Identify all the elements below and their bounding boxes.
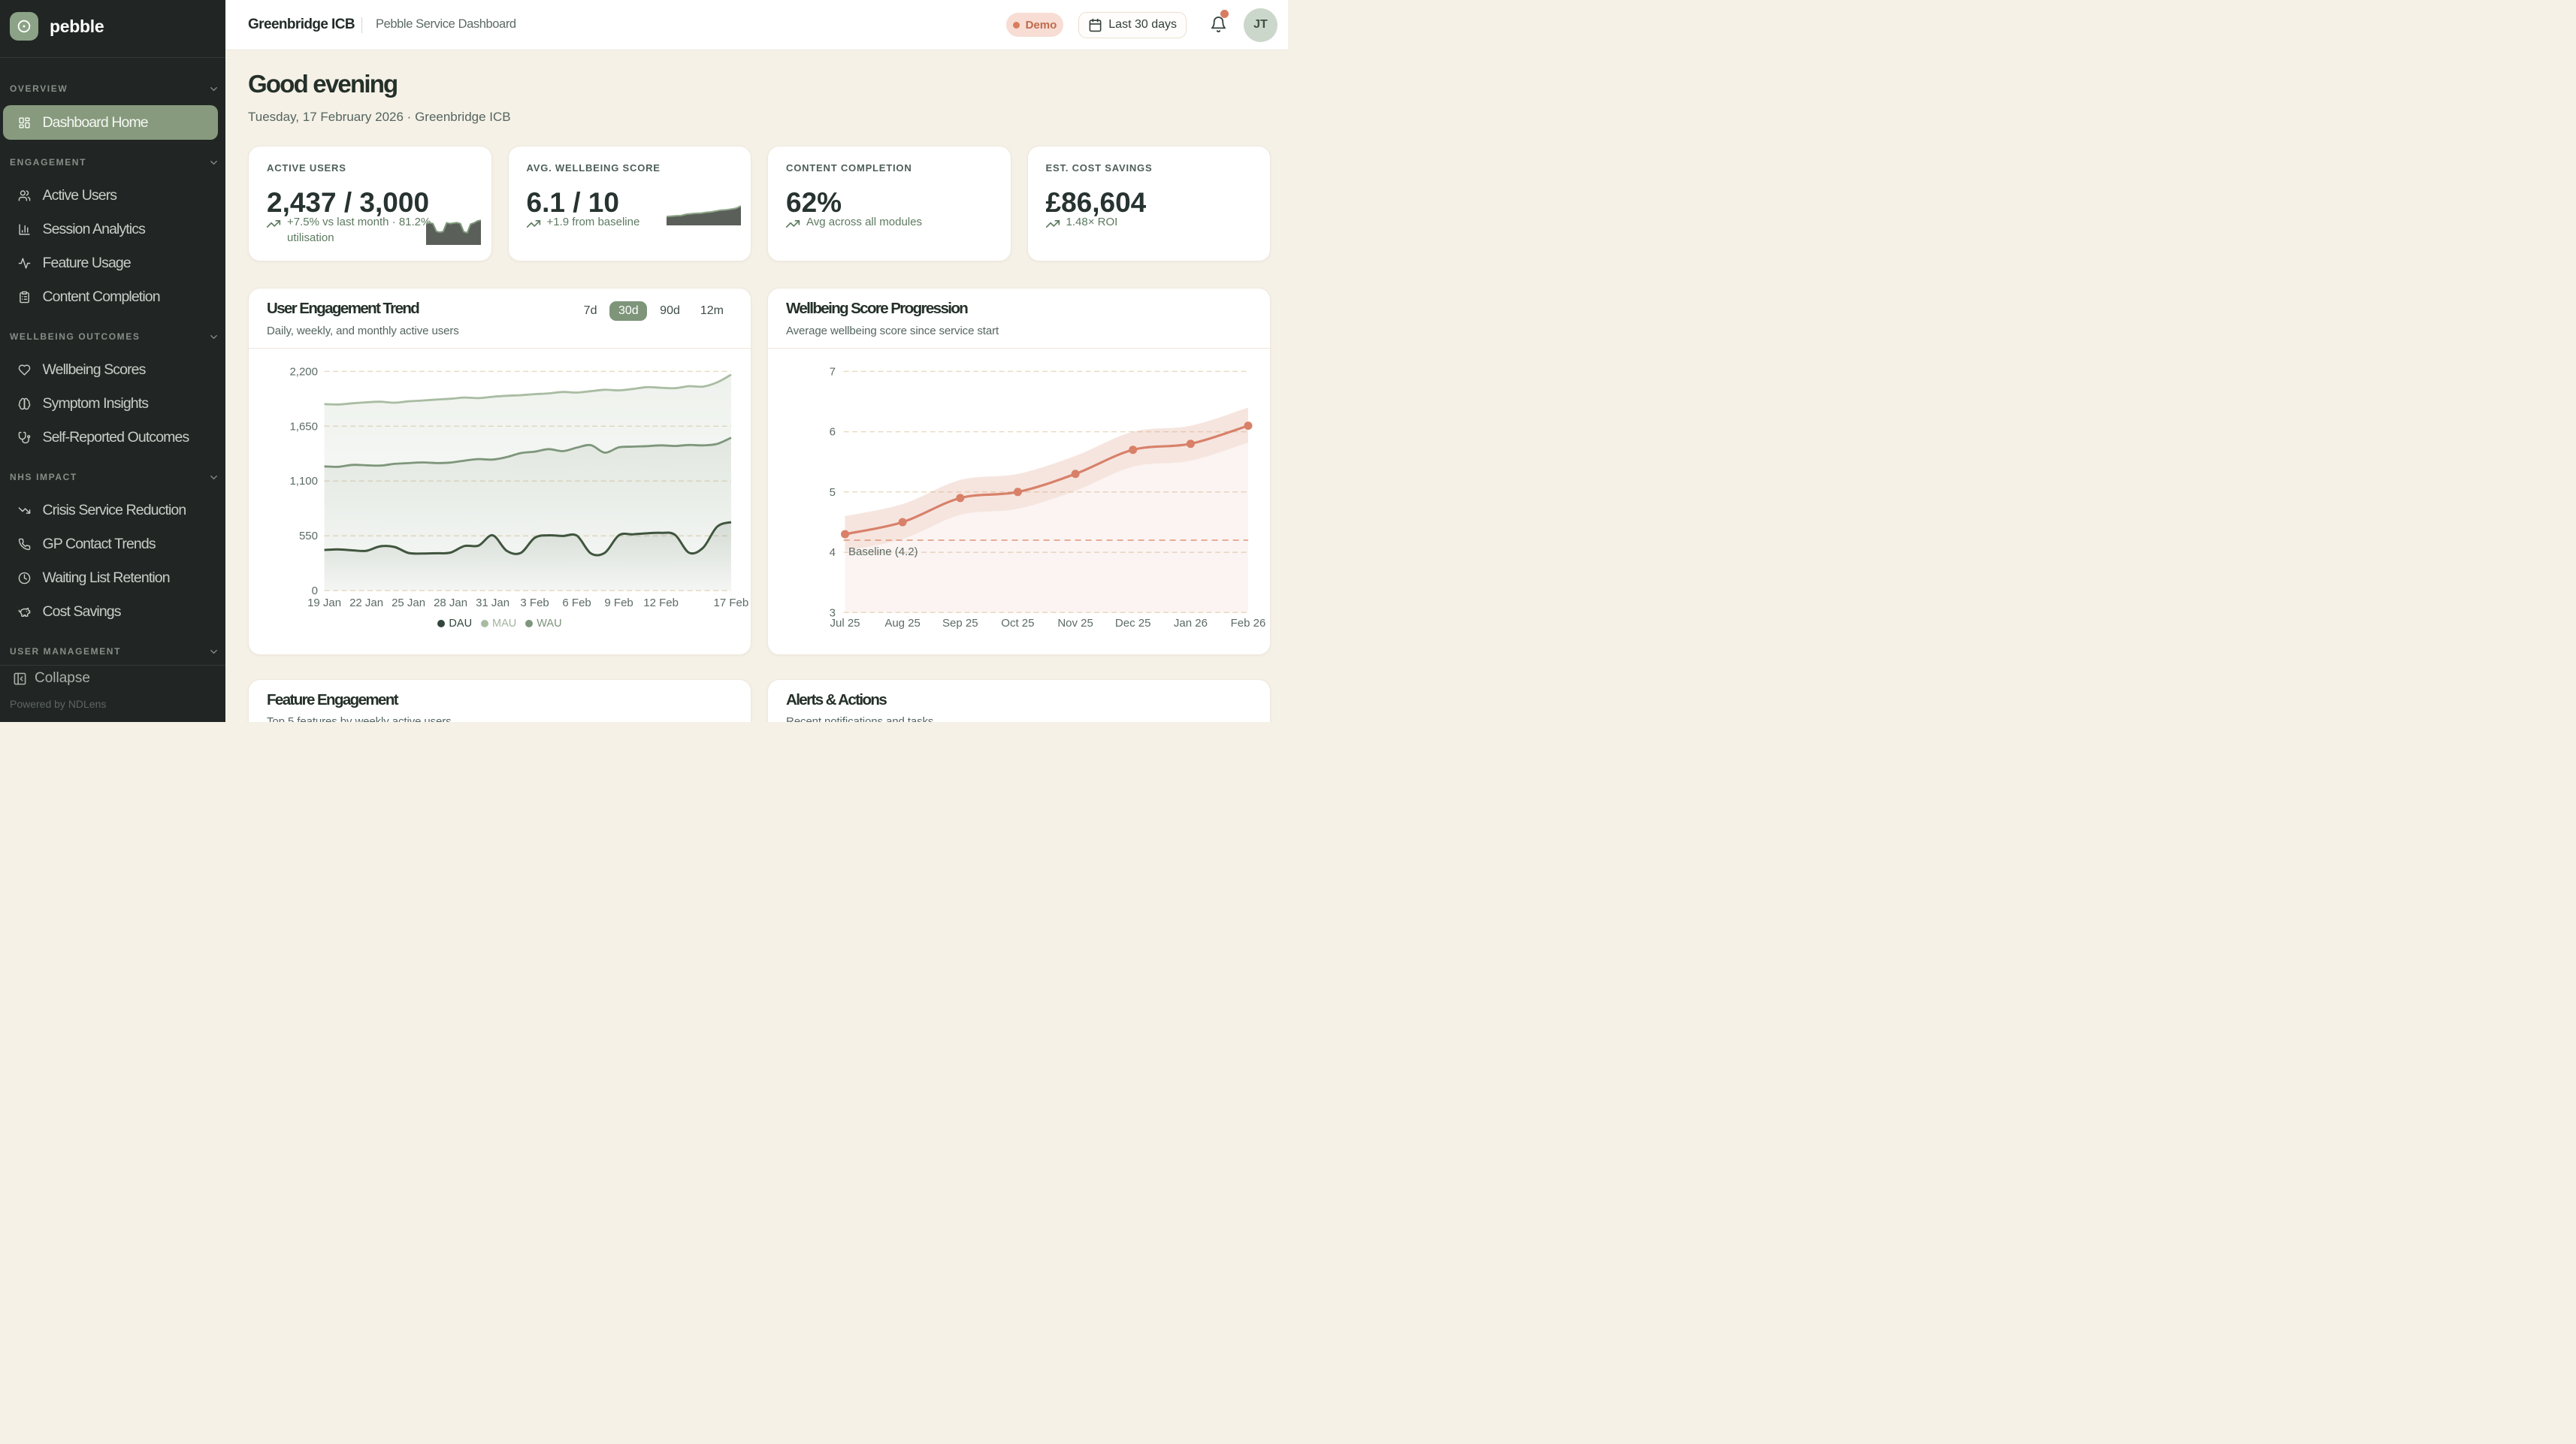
svg-text:19 Jan: 19 Jan [307, 597, 341, 609]
svg-text:3: 3 [830, 606, 836, 619]
svg-text:Jan 26: Jan 26 [1174, 617, 1208, 630]
svg-text:1,650: 1,650 [289, 420, 318, 433]
svg-text:Aug 25: Aug 25 [884, 617, 921, 630]
svg-text:Nov 25: Nov 25 [1057, 617, 1093, 630]
svg-text:12 Feb: 12 Feb [643, 597, 679, 609]
svg-text:Sep 25: Sep 25 [942, 617, 978, 630]
svg-text:28 Jan: 28 Jan [434, 597, 467, 609]
svg-text:Jul 25: Jul 25 [830, 617, 860, 630]
svg-text:17 Feb: 17 Feb [714, 597, 749, 609]
svg-text:Dec 25: Dec 25 [1115, 617, 1151, 630]
svg-text:5: 5 [830, 486, 836, 499]
svg-text:550: 550 [299, 530, 318, 542]
svg-text:25 Jan: 25 Jan [392, 597, 425, 609]
svg-text:2,200: 2,200 [289, 365, 318, 378]
svg-text:6 Feb: 6 Feb [562, 597, 591, 609]
svg-text:Baseline (4.2): Baseline (4.2) [848, 545, 918, 558]
svg-text:0: 0 [312, 585, 318, 597]
svg-text:1,100: 1,100 [289, 475, 318, 488]
svg-text:Feb 26: Feb 26 [1231, 617, 1266, 630]
svg-text:3 Feb: 3 Feb [520, 597, 549, 609]
svg-text:4: 4 [830, 546, 836, 559]
svg-text:6: 6 [830, 426, 836, 439]
svg-text:22 Jan: 22 Jan [349, 597, 383, 609]
svg-text:7: 7 [830, 365, 836, 378]
svg-text:9 Feb: 9 Feb [604, 597, 633, 609]
svg-text:31 Jan: 31 Jan [476, 597, 509, 609]
svg-text:Oct 25: Oct 25 [1001, 617, 1034, 630]
